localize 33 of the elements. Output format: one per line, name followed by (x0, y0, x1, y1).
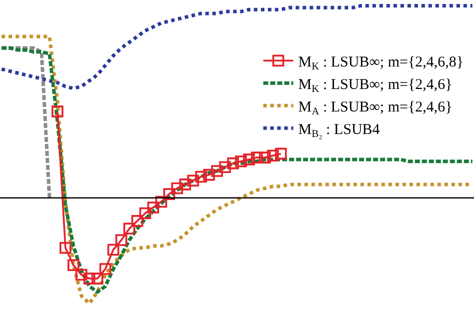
point (91, 272, 104, 284)
point (131, 215, 144, 227)
point (155, 196, 168, 208)
point (227, 157, 239, 170)
point (187, 174, 200, 186)
point (139, 207, 152, 220)
point (75, 268, 88, 281)
point (52, 106, 64, 118)
point (115, 234, 128, 246)
legend-label: M$_{B₂}$ : LSUB4 (298, 122, 380, 140)
point (267, 150, 279, 162)
point (195, 170, 207, 183)
point (243, 154, 255, 166)
point (163, 188, 176, 200)
point (203, 168, 215, 181)
point (211, 165, 223, 177)
point (99, 263, 112, 275)
legend-label: M$_{K}$ : LSUB∞; m={2,4,6,8} (298, 54, 464, 73)
point (179, 178, 192, 190)
point (147, 202, 160, 214)
point (171, 182, 184, 194)
point (274, 148, 287, 160)
point (219, 161, 231, 174)
point (251, 152, 263, 164)
legend-label: M$_{A}$ : LSUB∞; m={2,4,6} (298, 99, 452, 118)
point (68, 259, 80, 272)
point (123, 222, 136, 235)
point (83, 272, 96, 284)
point (259, 152, 271, 164)
point (60, 242, 72, 254)
point (107, 244, 120, 256)
legend-label: M$_{K}$ : LSUB∞; m={2,4,6} (298, 76, 452, 96)
point (235, 155, 247, 168)
